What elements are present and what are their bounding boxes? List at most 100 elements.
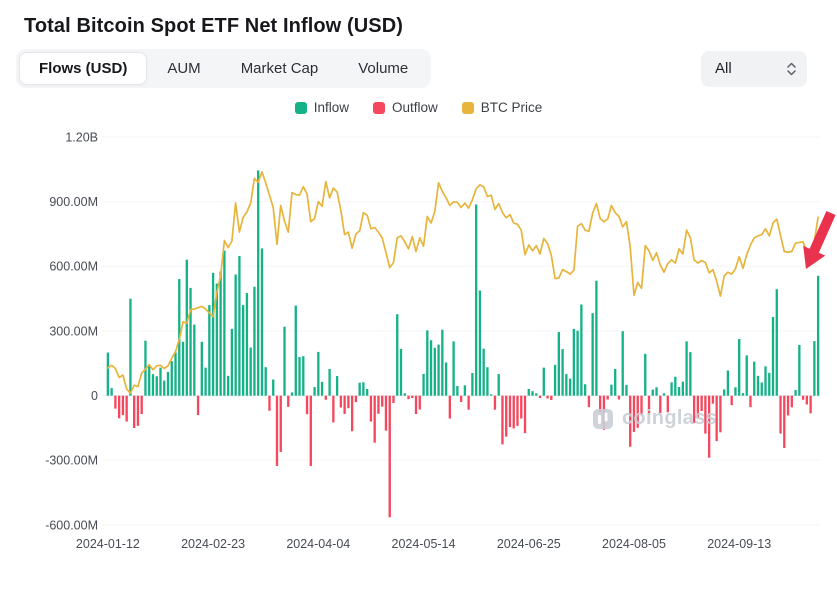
outflow-bar[interactable] (587, 395, 591, 408)
outflow-bar[interactable] (508, 395, 512, 428)
inflow-bar[interactable] (283, 326, 286, 396)
outflow-bar[interactable] (309, 395, 312, 466)
inflow-bar[interactable] (253, 286, 256, 396)
outflow-bar[interactable] (418, 395, 421, 410)
outflow-bar[interactable] (354, 395, 358, 403)
outflow-bar[interactable] (629, 395, 632, 447)
inflow-bar[interactable] (272, 379, 275, 396)
outflow-bar[interactable] (140, 395, 143, 414)
outflow-bar[interactable] (373, 395, 376, 443)
outflow-bar[interactable] (467, 395, 470, 410)
inflow-bar[interactable] (208, 305, 211, 396)
outflow-bar[interactable] (196, 395, 200, 416)
inflow-bar[interactable] (621, 331, 624, 396)
outflow-bar[interactable] (801, 395, 805, 400)
inflow-bar[interactable] (768, 372, 771, 396)
inflow-bar[interactable] (775, 289, 778, 396)
outflow-bar[interactable] (779, 395, 782, 434)
outflow-bar[interactable] (599, 395, 602, 413)
inflow-bar[interactable] (681, 381, 684, 396)
inflow-bar[interactable] (497, 374, 500, 396)
outflow-bar[interactable] (114, 395, 117, 409)
outflow-bar[interactable] (381, 395, 384, 407)
outflow-bar[interactable] (324, 395, 327, 400)
outflow-bar[interactable] (505, 395, 508, 437)
outflow-bar[interactable] (550, 395, 553, 400)
inflow-bar[interactable] (651, 389, 654, 396)
inflow-bar[interactable] (260, 248, 264, 396)
outflow-bar[interactable] (369, 395, 373, 422)
inflow-bar[interactable] (328, 368, 331, 396)
inflow-bar[interactable] (685, 341, 688, 396)
inflow-bar[interactable] (163, 380, 166, 396)
inflow-bar[interactable] (399, 348, 403, 396)
inflow-bar[interactable] (561, 349, 564, 396)
outflow-bar[interactable] (666, 395, 669, 413)
inflow-bar[interactable] (335, 376, 339, 396)
inflow-bar[interactable] (313, 387, 316, 396)
outflow-bar[interactable] (332, 395, 335, 423)
outflow-bar[interactable] (516, 395, 519, 426)
outflow-bar[interactable] (305, 395, 309, 415)
outflow-bar[interactable] (388, 395, 391, 518)
inflow-bar[interactable] (580, 304, 583, 396)
inflow-bar[interactable] (238, 255, 241, 396)
outflow-bar[interactable] (647, 395, 651, 415)
inflow-bar[interactable] (591, 313, 594, 396)
inflow-bar[interactable] (644, 353, 647, 396)
outflow-bar[interactable] (809, 395, 812, 414)
outflow-bar[interactable] (786, 395, 790, 416)
inflow-bar[interactable] (576, 330, 579, 396)
inflow-bar[interactable] (437, 344, 440, 396)
inflow-bar[interactable] (474, 204, 478, 396)
inflow-bar[interactable] (298, 357, 301, 396)
inflow-bar[interactable] (403, 393, 406, 396)
inflow-bar[interactable] (595, 280, 598, 396)
inflow-bar[interactable] (223, 250, 226, 396)
outflow-bar[interactable] (715, 395, 718, 442)
outflow-bar[interactable] (617, 395, 621, 400)
inflow-bar[interactable] (396, 314, 399, 396)
outflow-bar[interactable] (493, 395, 497, 410)
inflow-bar[interactable] (426, 330, 429, 396)
inflow-bar[interactable] (302, 356, 305, 396)
outflow-bar[interactable] (411, 395, 414, 399)
outflow-bar[interactable] (117, 395, 121, 419)
inflow-bar[interactable] (614, 368, 617, 396)
inflow-bar[interactable] (151, 374, 155, 396)
tab-flows-usd[interactable]: Flows (USD) (19, 52, 148, 85)
inflow-bar[interactable] (482, 348, 485, 396)
inflow-bar[interactable] (486, 367, 489, 396)
inflow-bar[interactable] (734, 387, 737, 396)
inflow-bar[interactable] (174, 352, 177, 396)
inflow-bar[interactable] (155, 376, 158, 396)
inflow-bar[interactable] (689, 352, 692, 396)
inflow-bar[interactable] (204, 367, 207, 396)
inflow-bar[interactable] (610, 384, 613, 396)
outflow-bar[interactable] (520, 395, 523, 419)
outflow-bar[interactable] (749, 395, 752, 408)
inflow-bar[interactable] (753, 361, 756, 396)
chart-area[interactable]: 1.20B 900.00M 600.00M 300.00M 0 -300.00M -600.… (0, 117, 837, 569)
outflow-bar[interactable] (339, 395, 343, 408)
inflow-bar[interactable] (242, 305, 245, 396)
inflow-bar[interactable] (110, 388, 113, 396)
inflow-bar[interactable] (771, 316, 775, 396)
outflow-bar[interactable] (275, 395, 279, 466)
inflow-bar[interactable] (422, 373, 425, 396)
inflow-bar[interactable] (798, 345, 801, 396)
inflow-bar[interactable] (452, 341, 455, 396)
inflow-bar[interactable] (463, 385, 467, 396)
inflow-bar[interactable] (317, 351, 320, 396)
inflow-bar[interactable] (185, 259, 188, 396)
outflow-bar[interactable] (459, 395, 463, 402)
outflow-bar[interactable] (523, 395, 527, 434)
outflow-bar[interactable] (538, 395, 542, 399)
inflow-bar[interactable] (320, 381, 324, 396)
inflow-bar[interactable] (290, 392, 294, 396)
tab-volume[interactable]: Volume (338, 52, 428, 85)
inflow-bar[interactable] (257, 170, 260, 396)
inflow-bar[interactable] (294, 305, 297, 396)
inflow-bar[interactable] (816, 275, 820, 396)
inflow-bar[interactable] (441, 329, 444, 396)
